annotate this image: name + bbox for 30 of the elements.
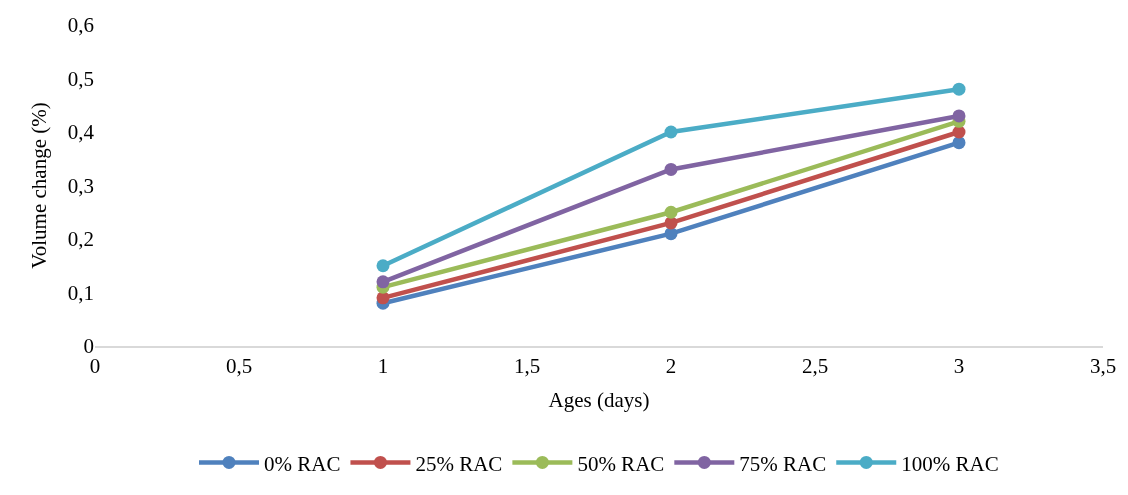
x-tick-label: 1,5 [513,353,541,378]
y-tick-label: 0,5 [67,66,94,91]
y-tick-label: 0 [83,334,94,359]
point [664,125,678,139]
legend-label: 75% RAC [739,451,827,476]
point [664,205,678,219]
legend-label: 50% RAC [577,451,665,476]
y-tick-label: 0,2 [67,227,94,252]
y-tick-label: 0,3 [67,173,94,198]
point [664,227,678,241]
point [376,259,390,273]
x-tick-label: 3 [953,353,965,378]
legend-label: 0% RAC [264,451,341,476]
y-tick-label: 0,4 [67,120,95,145]
point [952,82,966,96]
x-tick-label: 3,5 [1089,353,1117,378]
x-tick-label: 0,5 [225,353,253,378]
point [664,162,678,176]
y-tick-label: 0,6 [67,13,94,38]
point [952,136,966,150]
y-axis-title: Volume change (%) [26,102,51,269]
legend-label: 25% RAC [415,451,503,476]
point [376,275,390,289]
x-tick-label: 1 [377,353,389,378]
x-tick-label: 2 [665,353,677,378]
legend-label: 100% RAC [901,451,999,476]
x-axis-title: Ages (days) [548,387,650,412]
y-tick-label: 0,1 [67,280,94,305]
point [952,109,966,123]
x-tick-label: 2,5 [801,353,829,378]
